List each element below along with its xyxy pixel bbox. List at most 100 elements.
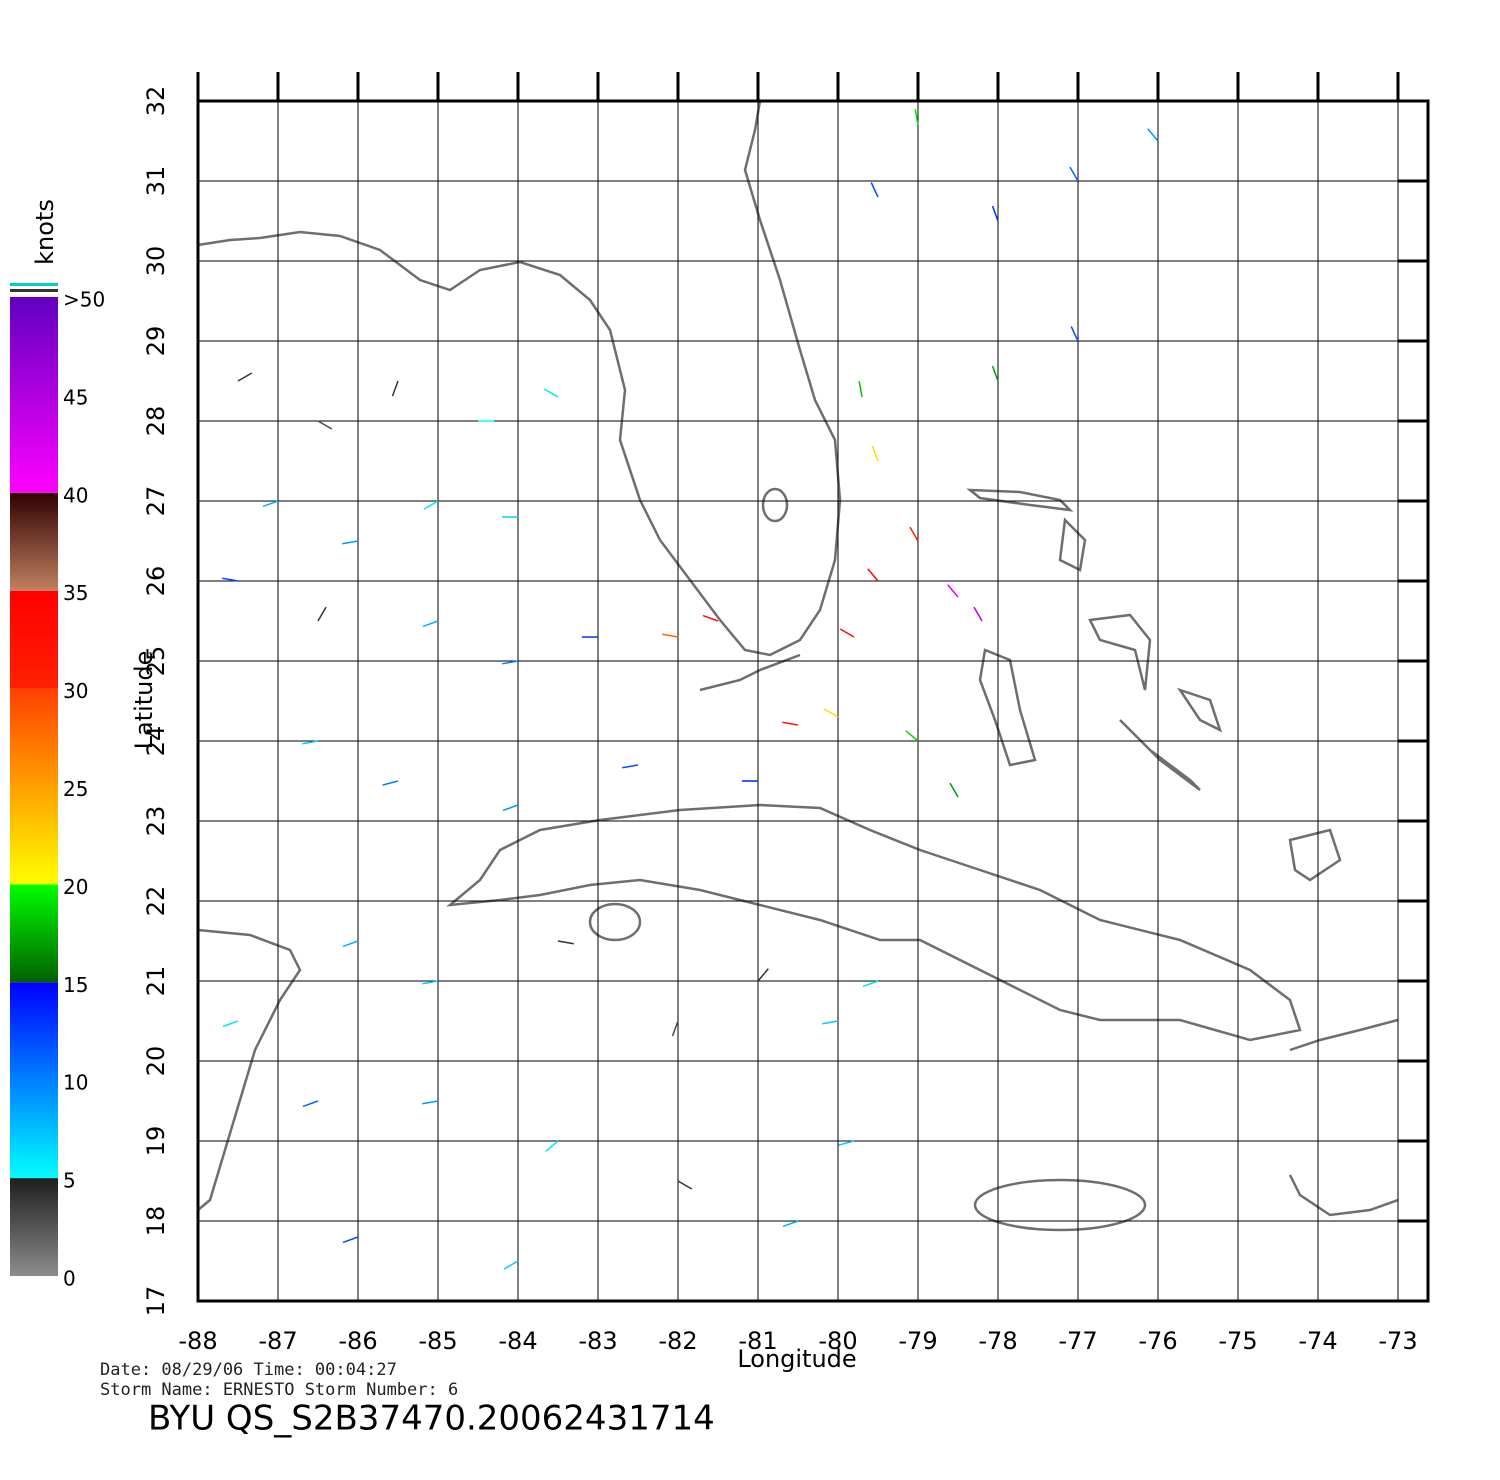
- colorbar-tick-label: 25: [63, 777, 88, 801]
- wind-vector: [991, 205, 999, 222]
- y-tick-label: 27: [142, 486, 170, 517]
- wind-vector: [677, 1180, 693, 1190]
- wind-vector: [914, 109, 919, 126]
- wind-vector: [822, 1020, 839, 1025]
- wind-vector: [662, 633, 679, 638]
- colorbar-segment: [10, 492, 58, 591]
- wind-vector: [423, 500, 439, 510]
- wind-vector: [342, 540, 359, 545]
- x-tick-label: -87: [258, 1327, 297, 1355]
- colorbar-segment: [10, 982, 58, 1179]
- colorbar-tick-label: 35: [63, 581, 88, 605]
- wind-vector: [342, 1236, 359, 1244]
- wind-vector: [422, 980, 439, 985]
- x-tick-label: -79: [898, 1327, 937, 1355]
- southern-bahamas: [1288, 828, 1342, 882]
- wind-vector: [302, 1100, 319, 1108]
- wind-vector: [909, 526, 919, 542]
- wind-vector: [262, 500, 279, 508]
- wind-vector: [422, 620, 439, 628]
- x-tick-label: -78: [978, 1327, 1017, 1355]
- colorbar-tick-label: 5: [63, 1169, 76, 1193]
- colorbar: knots 0 5 10 15 20 25 30 35 40 45 >50: [10, 199, 105, 1291]
- footer-storm: Storm Name: ERNESTO Storm Number: 6: [100, 1380, 458, 1400]
- plot-frame: [196, 99, 1430, 1303]
- x-tick-label: -83: [578, 1327, 617, 1355]
- cuba: [446, 803, 1302, 1042]
- wind-vector: [1070, 326, 1079, 342]
- hispaniola: [1288, 1018, 1399, 1217]
- wind-vector: [545, 1140, 559, 1152]
- colorbar-segment: [10, 884, 58, 983]
- keys: [699, 653, 801, 692]
- x-tick-label: -73: [1378, 1327, 1417, 1355]
- gulf-florida-coast: [197, 100, 842, 657]
- y-tick-label: 18: [142, 1206, 170, 1237]
- wind-vector: [858, 381, 863, 398]
- wind-vector: [317, 420, 333, 430]
- colorbar-tick-label: 40: [63, 483, 88, 507]
- y-tick-label: 17: [142, 1286, 170, 1317]
- y-tick-label: 29: [142, 326, 170, 357]
- colorbar-segment: [10, 297, 58, 493]
- colorbar-tick-label: 15: [63, 973, 88, 997]
- colorbar-segment: [10, 1178, 58, 1276]
- wind-vector: [782, 1220, 799, 1228]
- wind-vector: [905, 730, 919, 742]
- colorbar-segment: [10, 688, 58, 885]
- y-tick-label: 20: [142, 1046, 170, 1077]
- wind-vector: [342, 940, 359, 948]
- wind-vector: [862, 980, 879, 988]
- x-tick-label: -82: [658, 1327, 697, 1355]
- colorbar-segment: [10, 590, 58, 689]
- x-tick-label: -84: [498, 1327, 537, 1355]
- x-axis-label: Longitude: [737, 1345, 856, 1373]
- wind-vector: [1147, 128, 1159, 142]
- y-tick-label: 31: [142, 166, 170, 197]
- y-tick-label: 24: [142, 726, 170, 757]
- wind-vector: [947, 584, 959, 598]
- wind-vector: [391, 380, 399, 397]
- wind-vector: [543, 388, 559, 398]
- long-island: [1176, 687, 1223, 733]
- wind-vectors: [222, 109, 1159, 1270]
- grid: [196, 72, 1428, 1303]
- x-tick-label: -86: [338, 1327, 377, 1355]
- x-tick-label: -77: [1058, 1327, 1097, 1355]
- wind-vector: [382, 780, 399, 786]
- wind-vector: [502, 660, 519, 665]
- wind-vector: [671, 1020, 679, 1037]
- colorbar-tick-label: >50: [63, 288, 105, 312]
- wind-vector: [622, 764, 639, 769]
- y-tick-label: 32: [142, 86, 170, 117]
- wind-vector: [557, 940, 574, 945]
- wind-vector: [702, 614, 719, 622]
- wind-vector: [302, 740, 319, 745]
- eleuthera: [1088, 613, 1152, 691]
- colorbar-cap: [10, 289, 58, 292]
- x-tick-label: -85: [418, 1327, 457, 1355]
- abaco: [1058, 517, 1087, 572]
- wind-vector: [871, 445, 879, 462]
- grand-bahama: [966, 488, 1074, 512]
- wind-vector: [823, 708, 839, 718]
- y-tick-label: 22: [142, 886, 170, 917]
- footer-date: Date: 08/29/06 Time: 00:04:27: [100, 1360, 397, 1380]
- x-tick-label: -88: [178, 1327, 217, 1355]
- y-tick-label: 23: [142, 806, 170, 837]
- wind-vector: [222, 1020, 239, 1028]
- wind-vector: [973, 606, 983, 622]
- wind-vector: [502, 804, 519, 812]
- x-tick-label: -80: [818, 1327, 857, 1355]
- colorbar-tick-label: 0: [63, 1267, 76, 1291]
- x-tick-label: -76: [1138, 1327, 1177, 1355]
- x-tick-label: -74: [1298, 1327, 1337, 1355]
- lake-okeechobee: [761, 487, 789, 523]
- y-axis-label: Latitude: [130, 651, 158, 750]
- wind-vector: [782, 721, 799, 726]
- y-tick-label: 28: [142, 406, 170, 437]
- y-tick-label: 19: [142, 1126, 170, 1157]
- y-tick-label: 30: [142, 246, 170, 277]
- wind-vector: [237, 372, 253, 382]
- colorbar-tick-label: 10: [63, 1071, 88, 1095]
